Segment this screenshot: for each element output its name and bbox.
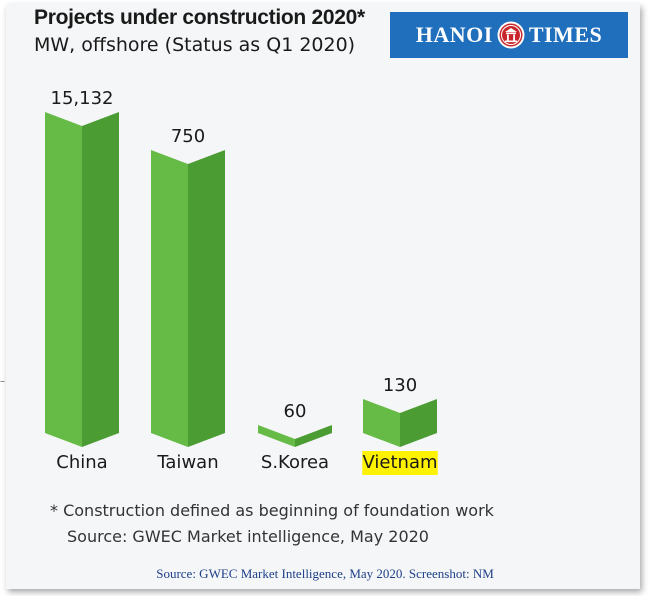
bar-china [45, 112, 119, 447]
image-credit: Source: GWEC Market Intelligence, May 20… [156, 566, 494, 581]
logo-text-right: TIMES [528, 22, 603, 47]
bar-face-right [400, 399, 437, 447]
bar-s-korea [258, 425, 332, 447]
highlight-marker [362, 451, 438, 475]
value-label-taiwan: 750 [171, 126, 205, 147]
bar-vietnam [363, 399, 437, 447]
source-note: Source: GWEC Market intelligence, May 20… [67, 527, 429, 546]
value-label-china: 15,132 [51, 88, 114, 109]
value-label-s-korea: 60 [284, 401, 307, 422]
chart-notes: * Construction defined as beginning of f… [50, 498, 494, 550]
bar-taiwan [151, 150, 225, 447]
bar-face-left [363, 399, 400, 447]
value-label-group: 15,132 750 60 130 [51, 88, 418, 422]
bar-face-right [295, 425, 332, 447]
definition-note: * Construction defined as beginning of f… [50, 501, 494, 520]
bar-face-left [151, 150, 188, 447]
bar-group [45, 112, 437, 447]
edge-mark: – [0, 376, 5, 387]
category-label-s-korea: S.Korea [261, 452, 329, 473]
bar-face-left [45, 112, 82, 447]
category-label-taiwan: Taiwan [156, 452, 218, 473]
bar-face-left [258, 425, 295, 447]
category-label-group: China Taiwan S.Korea Vietnam [56, 451, 438, 475]
value-label-vietnam: 130 [383, 375, 417, 396]
bar-face-right [188, 150, 225, 447]
category-label-china: China [56, 452, 107, 473]
logo-text-left: HANOI [415, 22, 493, 47]
seal-icon [496, 20, 526, 50]
chart-title: Projects under construction 2020* [34, 6, 365, 29]
hanoi-times-logo: HANOI TIMES [390, 12, 628, 58]
chart-subtitle: MW, offshore (Status as Q1 2020) [34, 34, 356, 56]
category-label-vietnam: Vietnam [362, 452, 437, 473]
bar-face-right [82, 112, 119, 447]
